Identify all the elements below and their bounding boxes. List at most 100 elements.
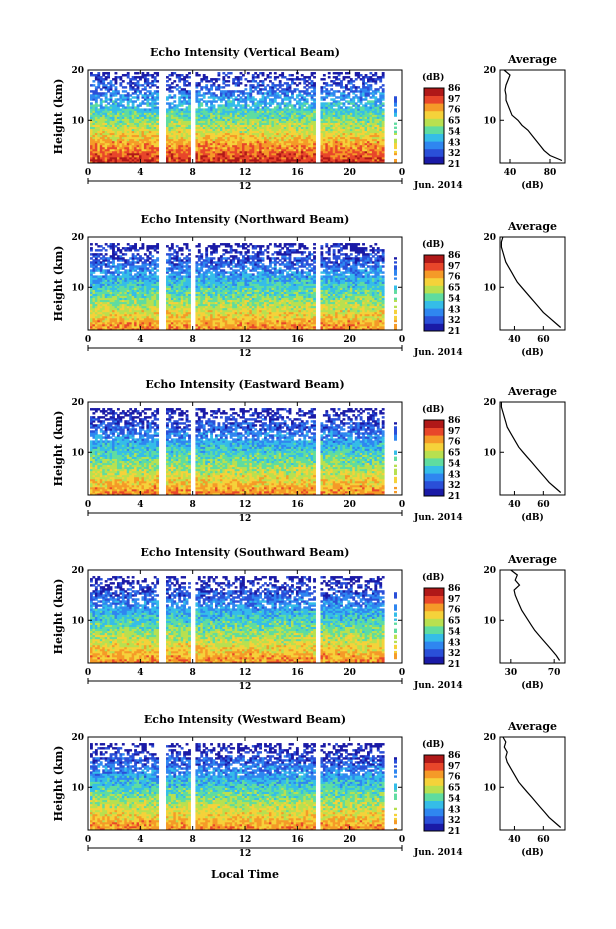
heatmap-cell — [166, 112, 169, 115]
heatmap-cell — [374, 88, 378, 91]
heatmap-cell — [229, 158, 233, 162]
heatmap-cell — [124, 96, 128, 99]
heatmap-cell — [273, 100, 277, 103]
heatmap-cell — [276, 96, 280, 99]
heatmap-cell — [215, 150, 218, 154]
heatmap-cell — [224, 154, 228, 158]
heatmap-cell — [129, 128, 133, 132]
heatmap-cell — [357, 134, 361, 138]
heatmap-cell — [371, 78, 375, 81]
heatmap-cell — [261, 146, 265, 150]
heatmap-cell — [271, 92, 275, 95]
heatmap-cell — [156, 148, 160, 152]
heatmap-cell — [283, 108, 287, 111]
heatmap-cell — [97, 130, 101, 134]
heatmap-cell — [217, 150, 221, 154]
heatmap-cell — [322, 136, 326, 140]
heatmap-cell — [239, 122, 243, 125]
heatmap-cell — [99, 150, 103, 154]
heatmap-cell — [212, 100, 216, 103]
heatmap-cell — [332, 138, 336, 142]
heatmap-cell — [327, 108, 331, 111]
heatmap-cell — [232, 150, 236, 154]
heatmap-cell — [234, 104, 238, 107]
heatmap-cell — [107, 116, 111, 119]
heatmap-cell — [261, 84, 265, 87]
heatmap-cell — [310, 130, 314, 134]
heatmap-cell — [249, 80, 253, 83]
heatmap-cell — [251, 96, 255, 99]
heatmap-cell — [349, 102, 353, 105]
heatmap-cell — [94, 110, 98, 113]
heatmap-cell — [347, 72, 351, 75]
heatmap-cell — [246, 148, 250, 152]
heatmap-cell — [143, 92, 147, 95]
heatmap-cell — [146, 128, 150, 132]
heatmap-cell — [344, 84, 348, 87]
heatmap-cell — [126, 152, 130, 156]
heatmap-cell — [188, 136, 191, 140]
heatmap-cell — [183, 120, 187, 123]
heatmap-cell — [239, 134, 243, 138]
heatmap-cell — [242, 114, 245, 117]
heatmap-cell — [340, 114, 343, 117]
heatmap-cell — [362, 92, 365, 95]
heatmap-cell — [273, 146, 277, 150]
heatmap-cell — [281, 110, 285, 113]
heatmap-cell — [281, 114, 285, 117]
heatmap-cell — [273, 84, 277, 87]
heatmap-cell — [99, 126, 103, 130]
heatmap-cell — [352, 96, 356, 99]
heatmap-cell — [212, 98, 216, 101]
heatmap-cell — [151, 144, 155, 148]
heatmap-cell — [119, 100, 123, 103]
heatmap-cell — [212, 112, 216, 115]
heatmap-cell — [371, 90, 375, 93]
heatmap-cell — [131, 154, 135, 158]
heatmap-cell — [129, 134, 133, 138]
heatmap-cell — [212, 148, 216, 152]
heatmap-cell — [354, 102, 358, 105]
heatmap-cell — [205, 104, 209, 107]
heatmap-cell — [335, 76, 339, 79]
heatmap-cell — [129, 82, 133, 85]
heatmap-cell — [281, 74, 285, 77]
heatmap-cell — [99, 156, 103, 160]
heatmap-cell — [131, 92, 135, 95]
heatmap-cell — [278, 152, 282, 156]
heatmap-cell — [99, 108, 103, 111]
heatmap-cell — [143, 122, 147, 125]
heatmap-cell — [283, 104, 287, 107]
heatmap-cell — [354, 128, 358, 132]
heatmap-cell — [97, 156, 101, 160]
heatmap-cell — [354, 74, 358, 77]
heatmap-cell — [99, 245, 103, 248]
heatmap-cell — [347, 118, 351, 121]
heatmap-cell — [320, 160, 324, 164]
heatmap-cell — [261, 128, 265, 132]
heatmap-cell — [200, 156, 204, 160]
heatmap-cell — [344, 138, 348, 142]
heatmap-cell — [141, 156, 145, 160]
heatmap-cell — [256, 100, 260, 103]
heatmap-cell — [357, 90, 361, 93]
heatmap-cell — [99, 275, 103, 278]
heatmap-cell — [210, 106, 213, 109]
heatmap-cell — [124, 116, 128, 119]
heatmap-cell — [254, 150, 258, 154]
heatmap-cell — [261, 100, 265, 103]
heatmap-cell — [273, 108, 277, 111]
heatmap-cell — [246, 150, 250, 154]
heatmap-cell — [129, 118, 133, 121]
heatmap-cell — [352, 156, 356, 160]
heatmap-cell — [352, 90, 356, 93]
heatmap-cell — [266, 106, 270, 109]
heatmap-cell — [141, 148, 145, 152]
heatmap-cell — [212, 160, 216, 164]
heatmap-cell — [224, 102, 228, 105]
heatmap-cell — [229, 132, 233, 136]
heatmap-cell — [178, 92, 182, 95]
heatmap-cell — [259, 142, 263, 146]
heatmap-cell — [185, 160, 189, 164]
heatmap-cell — [251, 158, 255, 162]
